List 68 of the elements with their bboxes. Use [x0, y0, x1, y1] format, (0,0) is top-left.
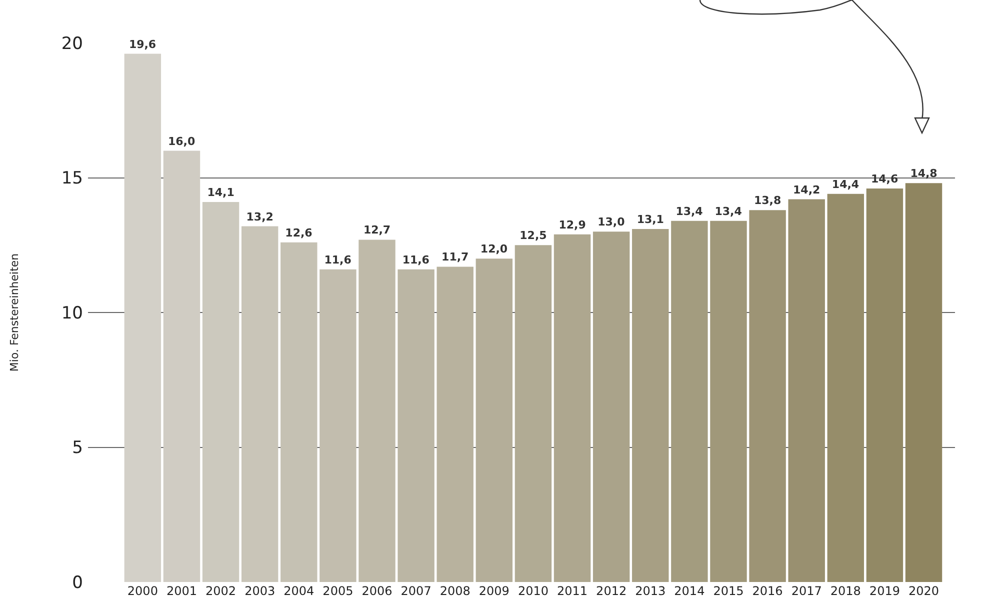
data-label: 14,4	[832, 178, 860, 191]
x-tick-label: 2006	[362, 584, 392, 598]
bar	[476, 258, 513, 582]
data-label: 13,0	[598, 216, 626, 229]
x-tick-label: 2013	[635, 584, 666, 598]
bar	[671, 220, 708, 582]
x-tick-label: 2010	[518, 584, 548, 598]
bar	[632, 228, 669, 582]
data-label: 12,9	[558, 218, 586, 232]
data-label: 12,7	[363, 224, 391, 237]
bar	[710, 220, 747, 582]
x-tick-label: 2011	[556, 584, 588, 598]
bar	[358, 240, 396, 582]
data-label: 13,4	[714, 204, 742, 218]
x-tick-label: 2000	[127, 584, 158, 598]
bar	[827, 194, 864, 582]
x-tick-label: 2017	[791, 584, 822, 598]
bar	[905, 183, 942, 582]
data-label: 12,0	[480, 242, 508, 256]
bar	[554, 234, 591, 582]
y-tick-label: 15	[61, 168, 83, 189]
bar	[241, 226, 278, 582]
bar	[749, 210, 786, 582]
x-tick-label: 2001	[166, 584, 198, 598]
bar	[398, 269, 434, 582]
bar	[163, 150, 200, 582]
x-tick-label: 2016	[752, 584, 783, 598]
bar	[320, 269, 356, 582]
bar	[436, 266, 474, 582]
data-label: 16,0	[168, 134, 196, 148]
bar	[514, 245, 552, 582]
x-tick-label: 2004	[284, 584, 314, 598]
x-tick-label: 2018	[830, 584, 861, 598]
y-tick-label: 0	[72, 572, 83, 593]
x-tick-label: 2009	[478, 584, 510, 598]
y-tick-label: 10	[61, 303, 83, 324]
x-tick-label: 2019	[869, 584, 900, 598]
data-label: 11,6	[402, 253, 430, 266]
y-tick-label: 20	[61, 34, 83, 54]
data-label: 13,4	[676, 204, 704, 218]
data-label: 14,1	[207, 186, 234, 200]
y-axis-title: Mio. Fenstereinheiten	[8, 253, 22, 372]
x-tick-label: 2003	[244, 584, 276, 598]
data-label: 11,7	[442, 250, 469, 264]
bar	[866, 188, 904, 582]
x-tick-label: 2002	[206, 584, 236, 598]
data-label: 14,8	[910, 167, 938, 180]
data-label: 14,2	[793, 183, 820, 196]
x-tick-label: 2005	[322, 584, 354, 598]
data-label: 11,6	[324, 253, 352, 266]
data-label: 12,5	[520, 229, 547, 242]
data-label: 13,2	[246, 210, 274, 224]
bar	[592, 232, 630, 582]
x-tick-label: 2007	[400, 584, 432, 598]
y-tick-label: 5	[72, 438, 83, 458]
x-tick-label: 2020	[908, 584, 940, 598]
x-tick-label: 2008	[440, 584, 470, 598]
bar	[280, 242, 318, 582]
bar	[788, 199, 825, 582]
data-label: 12,6	[285, 226, 313, 240]
data-label: 19,6	[128, 38, 156, 51]
data-label: 13,1	[636, 212, 664, 226]
data-label: 13,8	[754, 194, 782, 208]
bar	[202, 202, 240, 582]
x-tick-label: 2012	[596, 584, 627, 598]
bar	[124, 54, 162, 582]
x-tick-label: 2014	[674, 584, 705, 598]
x-tick-label: 2015	[713, 584, 744, 598]
